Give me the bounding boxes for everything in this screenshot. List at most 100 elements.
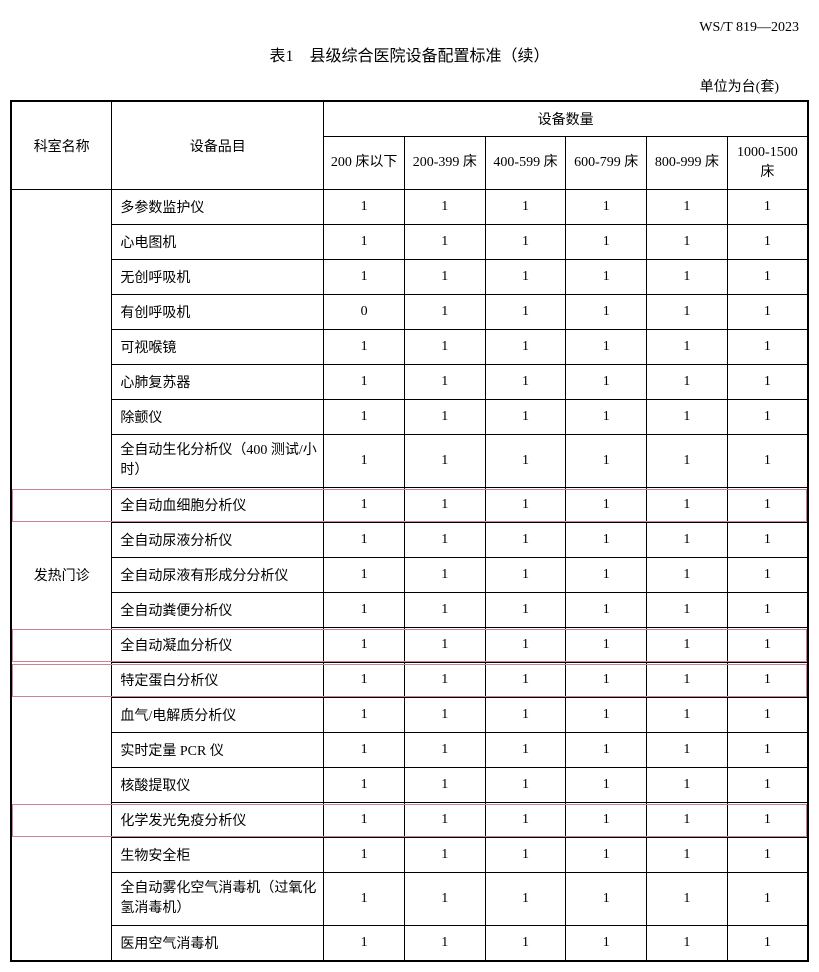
item-cell: 多参数监护仪 bbox=[112, 190, 324, 225]
table-title: 表1 县级综合医院设备配置标准（续） bbox=[10, 42, 809, 66]
table-row: 特定蛋白分析仪111111 bbox=[11, 663, 808, 698]
qty-cell: 1 bbox=[727, 838, 808, 873]
qty-cell: 1 bbox=[485, 628, 566, 663]
qty-cell: 1 bbox=[727, 435, 808, 488]
qty-cell: 0 bbox=[324, 295, 405, 330]
qty-cell: 1 bbox=[404, 260, 485, 295]
qty-cell: 1 bbox=[404, 873, 485, 926]
item-cell: 特定蛋白分析仪 bbox=[112, 663, 324, 698]
qty-cell: 1 bbox=[404, 558, 485, 593]
item-cell: 核酸提取仪 bbox=[112, 768, 324, 803]
col-qty-2: 400-599 床 bbox=[485, 137, 566, 190]
qty-cell: 1 bbox=[324, 225, 405, 260]
table-row: 生物安全柜111111 bbox=[11, 838, 808, 873]
qty-cell: 1 bbox=[647, 838, 728, 873]
qty-cell: 1 bbox=[647, 295, 728, 330]
qty-cell: 1 bbox=[404, 926, 485, 962]
col-item: 设备品目 bbox=[112, 101, 324, 190]
qty-cell: 1 bbox=[404, 523, 485, 558]
qty-cell: 1 bbox=[404, 698, 485, 733]
qty-cell: 1 bbox=[404, 400, 485, 435]
qty-cell: 1 bbox=[404, 593, 485, 628]
qty-cell: 1 bbox=[566, 225, 647, 260]
qty-cell: 1 bbox=[566, 803, 647, 838]
table-row: 实时定量 PCR 仪111111 bbox=[11, 733, 808, 768]
qty-cell: 1 bbox=[485, 295, 566, 330]
qty-cell: 1 bbox=[566, 365, 647, 400]
qty-cell: 1 bbox=[647, 400, 728, 435]
qty-cell: 1 bbox=[647, 926, 728, 962]
item-cell: 血气/电解质分析仪 bbox=[112, 698, 324, 733]
table-row: 全自动血细胞分析仪111111 bbox=[11, 488, 808, 523]
qty-cell: 1 bbox=[566, 558, 647, 593]
qty-cell: 1 bbox=[324, 838, 405, 873]
qty-cell: 1 bbox=[647, 663, 728, 698]
qty-cell: 1 bbox=[647, 260, 728, 295]
qty-cell: 1 bbox=[404, 295, 485, 330]
qty-cell: 1 bbox=[647, 628, 728, 663]
qty-cell: 1 bbox=[485, 926, 566, 962]
qty-cell: 1 bbox=[727, 698, 808, 733]
qty-cell: 1 bbox=[566, 838, 647, 873]
qty-cell: 1 bbox=[324, 873, 405, 926]
table-row: 血气/电解质分析仪111111 bbox=[11, 698, 808, 733]
table-row: 心肺复苏器111111 bbox=[11, 365, 808, 400]
qty-cell: 1 bbox=[727, 926, 808, 962]
standard-code: WS/T 819—2023 bbox=[10, 20, 809, 36]
qty-cell: 1 bbox=[566, 400, 647, 435]
item-cell: 全自动尿液分析仪 bbox=[112, 523, 324, 558]
qty-cell: 1 bbox=[404, 838, 485, 873]
qty-cell: 1 bbox=[485, 523, 566, 558]
item-cell: 无创呼吸机 bbox=[112, 260, 324, 295]
qty-cell: 1 bbox=[727, 523, 808, 558]
qty-cell: 1 bbox=[485, 330, 566, 365]
table-row: 全自动尿液有形成分分析仪111111 bbox=[11, 558, 808, 593]
unit-label: 单位为台(套) bbox=[10, 76, 809, 96]
qty-cell: 1 bbox=[324, 698, 405, 733]
qty-cell: 1 bbox=[566, 295, 647, 330]
table-row: 全自动尿液分析仪111111 bbox=[11, 523, 808, 558]
qty-cell: 1 bbox=[647, 803, 728, 838]
qty-cell: 1 bbox=[485, 260, 566, 295]
qty-cell: 1 bbox=[485, 400, 566, 435]
col-dept: 科室名称 bbox=[11, 101, 112, 190]
table-row: 全自动粪便分析仪111111 bbox=[11, 593, 808, 628]
qty-cell: 1 bbox=[566, 628, 647, 663]
qty-cell: 1 bbox=[485, 225, 566, 260]
qty-cell: 1 bbox=[647, 365, 728, 400]
item-cell: 全自动血细胞分析仪 bbox=[112, 488, 324, 523]
qty-cell: 1 bbox=[324, 803, 405, 838]
table-row: 无创呼吸机111111 bbox=[11, 260, 808, 295]
qty-cell: 1 bbox=[404, 488, 485, 523]
qty-cell: 1 bbox=[485, 698, 566, 733]
equipment-table: 科室名称 设备品目 设备数量 200 床以下 200-399 床 400-599… bbox=[10, 100, 809, 962]
table-row: 除颤仪111111 bbox=[11, 400, 808, 435]
qty-cell: 1 bbox=[404, 190, 485, 225]
item-cell: 化学发光免疫分析仪 bbox=[112, 803, 324, 838]
table-row: 发热门诊多参数监护仪111111 bbox=[11, 190, 808, 225]
qty-cell: 1 bbox=[566, 190, 647, 225]
qty-cell: 1 bbox=[566, 663, 647, 698]
qty-cell: 1 bbox=[727, 733, 808, 768]
col-qty-4: 800-999 床 bbox=[647, 137, 728, 190]
qty-cell: 1 bbox=[324, 330, 405, 365]
table-row: 有创呼吸机011111 bbox=[11, 295, 808, 330]
qty-cell: 1 bbox=[324, 628, 405, 663]
item-cell: 全自动尿液有形成分分析仪 bbox=[112, 558, 324, 593]
qty-cell: 1 bbox=[566, 488, 647, 523]
table-row: 心电图机111111 bbox=[11, 225, 808, 260]
qty-cell: 1 bbox=[485, 733, 566, 768]
item-cell: 全自动生化分析仪（400 测试/小时） bbox=[112, 435, 324, 488]
qty-cell: 1 bbox=[647, 435, 728, 488]
dept-cell: 发热门诊 bbox=[11, 190, 112, 962]
qty-cell: 1 bbox=[324, 190, 405, 225]
table-row: 全自动雾化空气消毒机（过氧化氢消毒机）111111 bbox=[11, 873, 808, 926]
qty-cell: 1 bbox=[566, 733, 647, 768]
qty-cell: 1 bbox=[324, 926, 405, 962]
qty-cell: 1 bbox=[727, 628, 808, 663]
qty-cell: 1 bbox=[324, 523, 405, 558]
qty-cell: 1 bbox=[566, 260, 647, 295]
qty-cell: 1 bbox=[727, 768, 808, 803]
qty-cell: 1 bbox=[727, 190, 808, 225]
item-cell: 心肺复苏器 bbox=[112, 365, 324, 400]
